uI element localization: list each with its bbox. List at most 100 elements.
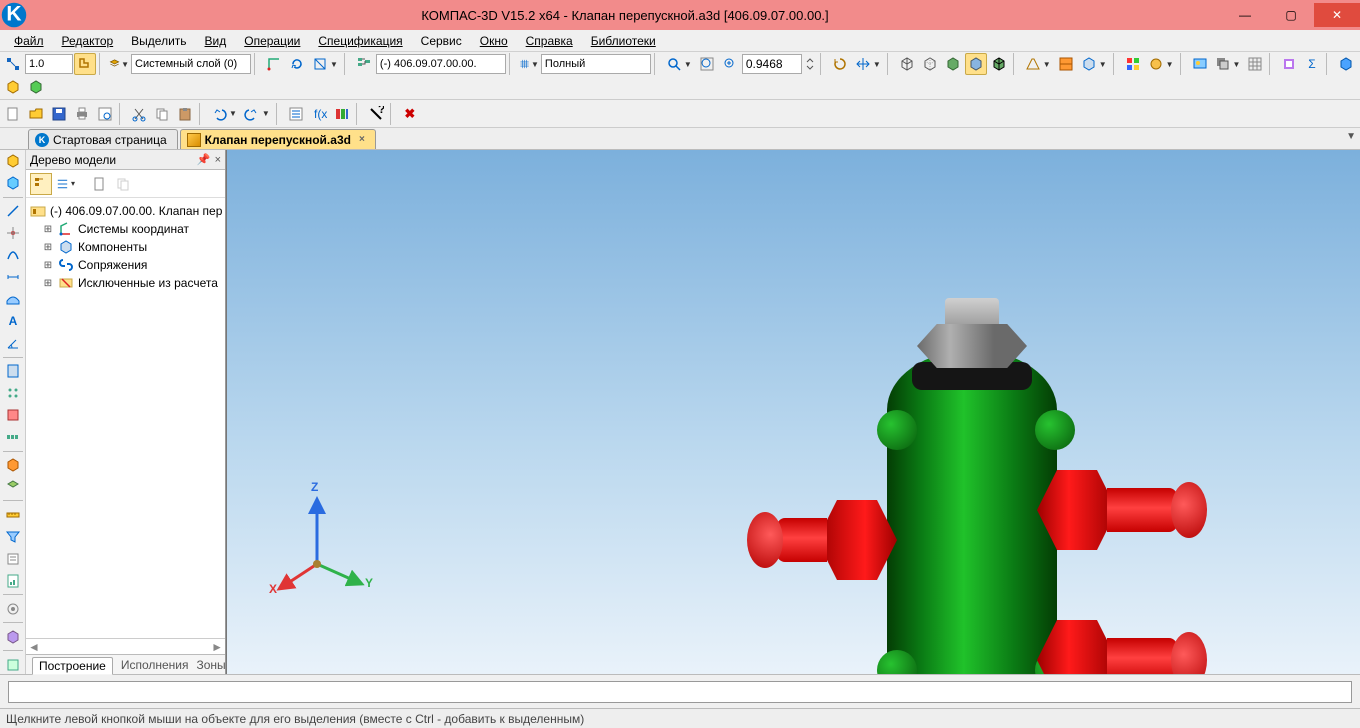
new-icon[interactable] bbox=[2, 103, 24, 125]
pin-icon[interactable]: 📌 bbox=[197, 153, 211, 166]
vars-icon[interactable]: f(x) bbox=[308, 103, 330, 125]
part-combo[interactable] bbox=[376, 54, 506, 74]
lt-report-icon[interactable] bbox=[3, 571, 23, 590]
props-icon[interactable] bbox=[285, 103, 307, 125]
lt-array-icon[interactable] bbox=[3, 384, 23, 403]
view-cube-icon[interactable]: ▼ bbox=[1078, 53, 1110, 75]
save-icon[interactable] bbox=[48, 103, 70, 125]
zoom-window-icon[interactable]: ▼ bbox=[663, 53, 695, 75]
stop-icon[interactable]: ✖ bbox=[399, 103, 421, 125]
maximize-button[interactable]: ▢ bbox=[1268, 3, 1314, 27]
lt-last-icon[interactable] bbox=[3, 655, 23, 674]
lt-angle-icon[interactable] bbox=[3, 334, 23, 353]
lt-extrude-icon[interactable] bbox=[3, 152, 23, 171]
shaded-icon[interactable] bbox=[942, 53, 964, 75]
lt-filter-icon[interactable] bbox=[3, 527, 23, 546]
menu-libraries[interactable]: Библиотеки bbox=[583, 32, 664, 50]
tree-tab-exec[interactable]: Исполнения bbox=[121, 658, 189, 672]
var-icon[interactable]: Σ bbox=[1301, 53, 1323, 75]
snap-icon[interactable] bbox=[2, 53, 24, 75]
menu-service[interactable]: Сервис bbox=[413, 32, 470, 50]
shaded-edges-icon[interactable] bbox=[988, 53, 1010, 75]
grid-icon[interactable]: ▼ bbox=[518, 53, 540, 75]
tree-node-comp[interactable]: ⊞ Компоненты bbox=[28, 238, 223, 256]
menu-spec[interactable]: Спецификация bbox=[310, 32, 410, 50]
command-input[interactable] bbox=[8, 681, 1352, 703]
cut-icon[interactable] bbox=[128, 103, 150, 125]
tree-tab-build[interactable]: Построение bbox=[32, 657, 113, 675]
expander-icon[interactable]: ⊞ bbox=[42, 224, 54, 235]
wireframe-icon[interactable] bbox=[896, 53, 918, 75]
lt-curve-icon[interactable] bbox=[3, 246, 23, 265]
tree-tab-zones[interactable]: Зоны bbox=[197, 658, 226, 672]
texture-icon[interactable] bbox=[1244, 53, 1266, 75]
display-combo[interactable] bbox=[541, 54, 651, 74]
print-icon[interactable] bbox=[71, 103, 93, 125]
tree-doc-icon[interactable] bbox=[88, 173, 110, 195]
tab-active-document[interactable]: Клапан перепускной.a3d × bbox=[180, 129, 376, 149]
lt-surface-icon[interactable] bbox=[3, 290, 23, 309]
lt-sheet-icon[interactable] bbox=[3, 362, 23, 381]
redo-icon[interactable]: ▼ bbox=[241, 103, 273, 125]
tabs-overflow-icon[interactable]: ▼ bbox=[1346, 131, 1356, 142]
perspective-icon[interactable]: ▼ bbox=[1022, 53, 1054, 75]
expander-icon[interactable]: ⊞ bbox=[42, 242, 54, 253]
preview-icon[interactable] bbox=[94, 103, 116, 125]
expander-icon[interactable]: ⊞ bbox=[42, 260, 54, 271]
cube-blue-icon[interactable] bbox=[1335, 53, 1357, 75]
hidden-icon[interactable] bbox=[919, 53, 941, 75]
tree-node-excl[interactable]: ⊞ Исключенные из расчета bbox=[28, 274, 223, 292]
lt-box-icon[interactable] bbox=[3, 406, 23, 425]
tree-root[interactable]: (-) 406.09.07.00.00. Клапан пер bbox=[28, 202, 223, 220]
cube-green-icon[interactable] bbox=[25, 76, 47, 98]
help-icon[interactable]: ? bbox=[365, 103, 387, 125]
undo-icon[interactable]: ▼ bbox=[208, 103, 240, 125]
lt-measure-icon[interactable] bbox=[3, 505, 23, 524]
zoom-spin[interactable] bbox=[803, 53, 817, 75]
copy-icon[interactable] bbox=[151, 103, 173, 125]
tab-close-icon[interactable]: × bbox=[359, 134, 365, 145]
cube-yellow-icon[interactable] bbox=[2, 76, 24, 98]
3d-viewport[interactable]: Z X Y bbox=[226, 150, 1360, 674]
menu-window[interactable]: Окно bbox=[472, 32, 516, 50]
layer-combo[interactable] bbox=[131, 54, 251, 74]
scale-combo[interactable] bbox=[25, 54, 73, 74]
lt-dim-icon[interactable] bbox=[3, 268, 23, 287]
menu-file[interactable]: Файл bbox=[6, 32, 52, 50]
tab-start-page[interactable]: K Стартовая страница bbox=[28, 129, 178, 149]
minimize-button[interactable]: — bbox=[1222, 3, 1268, 27]
open-icon[interactable] bbox=[25, 103, 47, 125]
section-icon[interactable] bbox=[1055, 53, 1077, 75]
shaded-grey-icon[interactable] bbox=[965, 53, 987, 75]
lib-icon[interactable] bbox=[1278, 53, 1300, 75]
menu-view[interactable]: Вид bbox=[197, 32, 235, 50]
rebuild-icon[interactable] bbox=[286, 53, 308, 75]
tree-icon[interactable] bbox=[353, 53, 375, 75]
orient-icon[interactable]: ▼ bbox=[309, 53, 341, 75]
shadow-icon[interactable]: ▼ bbox=[1212, 53, 1244, 75]
lib2-icon[interactable] bbox=[331, 103, 353, 125]
tree-hscroll[interactable]: ◄► bbox=[26, 638, 225, 654]
zoom-in-icon[interactable] bbox=[719, 53, 741, 75]
color-icon[interactable] bbox=[1122, 53, 1144, 75]
zoom-value[interactable]: 0.9468 bbox=[742, 54, 802, 74]
material-icon[interactable]: ▼ bbox=[1145, 53, 1177, 75]
tree-node-mates[interactable]: ⊞ Сопряжения bbox=[28, 256, 223, 274]
tree-view-icon[interactable] bbox=[30, 173, 52, 195]
cs-icon[interactable] bbox=[263, 53, 285, 75]
menu-editor[interactable]: Редактор bbox=[54, 32, 122, 50]
lt-point-icon[interactable] bbox=[3, 224, 23, 243]
lt-spec-icon[interactable] bbox=[3, 549, 23, 568]
panel-close-icon[interactable]: × bbox=[215, 154, 221, 166]
lt-line-icon[interactable] bbox=[3, 202, 23, 221]
expander-icon[interactable]: ⊞ bbox=[42, 278, 54, 289]
menu-select[interactable]: Выделить bbox=[123, 32, 194, 50]
lt-lib-icon[interactable] bbox=[3, 627, 23, 646]
paste-icon[interactable] bbox=[174, 103, 196, 125]
lt-mate-icon[interactable] bbox=[3, 599, 23, 618]
tree-node-cs[interactable]: ⊞ Системы координат bbox=[28, 220, 223, 238]
close-button[interactable]: ✕ bbox=[1314, 3, 1360, 27]
tree-expand-icon[interactable]: ▾ bbox=[54, 173, 76, 195]
lt-part-icon[interactable] bbox=[3, 174, 23, 193]
lt-feature2-icon[interactable] bbox=[3, 477, 23, 496]
